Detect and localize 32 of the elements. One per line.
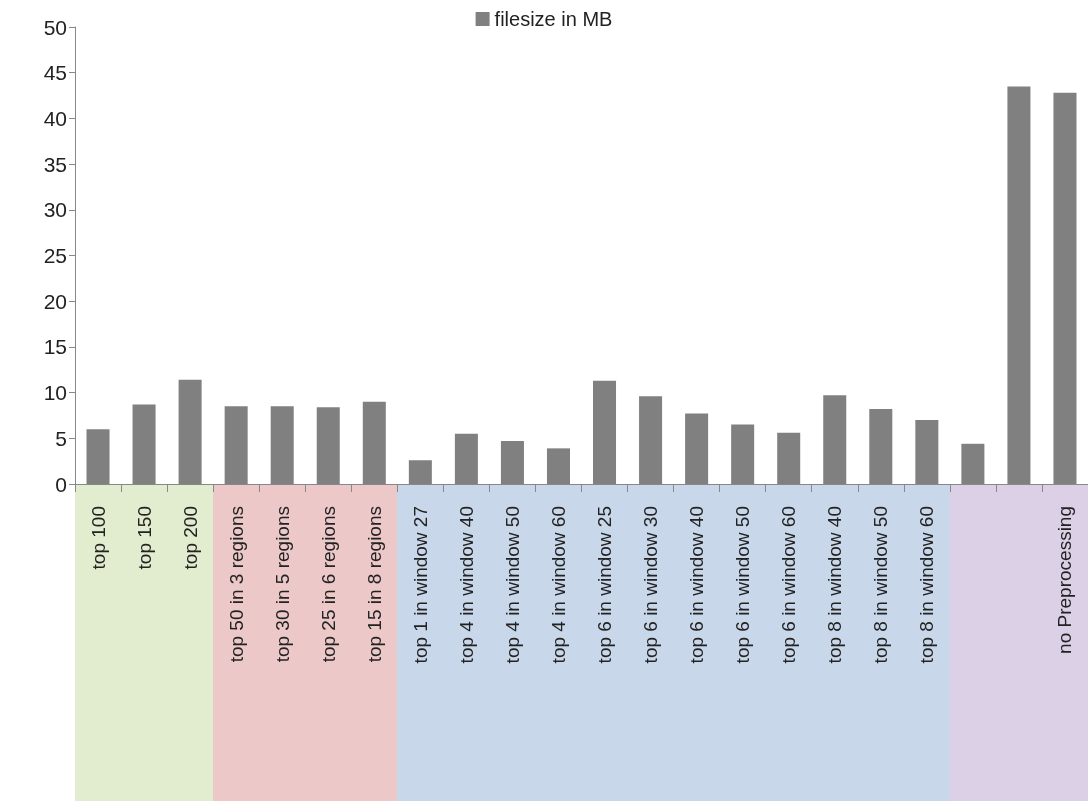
x-tick-label: top 200 — [179, 506, 201, 570]
x-tick-label: top 6 in window 40 — [686, 506, 708, 664]
x-tick-label: top 8 in window 60 — [916, 506, 938, 664]
x-tick-label: top 4 in window 40 — [455, 506, 477, 664]
y-tick-label: 10 — [43, 381, 67, 405]
x-tick-label: top 50 in 3 regions — [225, 506, 247, 663]
x-tick-label: top 6 in window 30 — [640, 506, 662, 664]
y-tick-label: 50 — [43, 15, 67, 39]
x-tick-label: top 6 in window 50 — [732, 506, 754, 664]
x-tick-label: top 6 in window 60 — [778, 506, 800, 664]
x-tick-label: top 25 in 6 regions — [317, 506, 339, 663]
y-tick-label: 35 — [43, 152, 67, 176]
x-tick-label: top 6 in window 25 — [594, 506, 616, 664]
x-tick-label: top 100 — [87, 506, 109, 570]
y-tick-label: 0 — [55, 472, 67, 496]
x-tick-label: top 8 in window 40 — [824, 506, 846, 664]
y-tick-label: 40 — [43, 106, 67, 130]
x-tick-label: top 1 in window 27 — [409, 506, 431, 664]
x-tick-label: top 4 in window 60 — [547, 506, 569, 664]
y-tick-label: 20 — [43, 289, 67, 313]
y-tick-label: 25 — [43, 244, 67, 267]
legend-label: filesize in MB — [494, 8, 613, 30]
y-tick-label: 30 — [43, 198, 67, 222]
x-tick-label: top 15 in 8 regions — [363, 506, 385, 663]
y-tick-label: 45 — [43, 61, 67, 85]
x-tick-label: top 8 in window 50 — [870, 506, 892, 664]
x-tick-label: top 30 in 5 regions — [271, 506, 293, 663]
y-tick-label: 15 — [43, 335, 67, 359]
x-tick-label: top 4 in window 50 — [501, 506, 523, 664]
y-tick-label: 5 — [55, 426, 67, 450]
x-tick-label: top 150 — [133, 506, 155, 570]
x-tick-label: no Preprocessing — [1054, 506, 1076, 654]
